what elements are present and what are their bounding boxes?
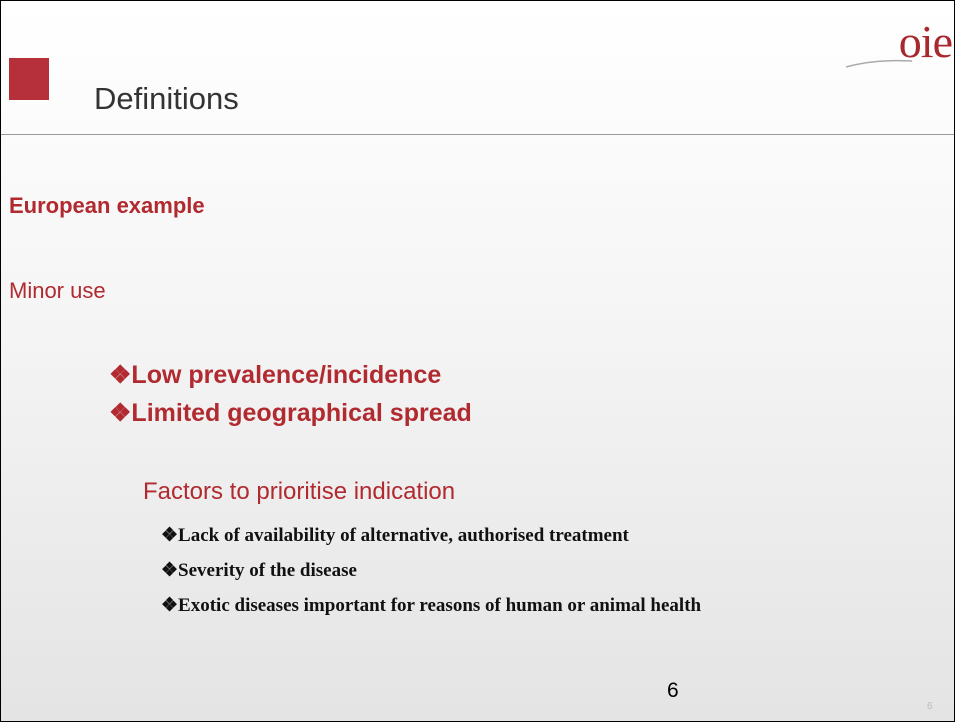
divider xyxy=(1,134,954,135)
subheading: Minor use xyxy=(9,278,106,303)
slide-title: Definitions xyxy=(94,81,239,116)
heading: European example xyxy=(9,193,205,218)
factor: Exotic diseases important for reasons of… xyxy=(161,593,875,618)
criterion: Low prevalence/incidence xyxy=(109,360,441,390)
slide-number: 6 xyxy=(927,701,933,712)
logo: oie xyxy=(898,16,953,67)
logo-swoosh xyxy=(845,59,913,68)
factor: Severity of the disease xyxy=(161,558,875,583)
page-number: 6 xyxy=(667,679,679,702)
accent-square xyxy=(9,58,49,100)
factor: Lack of availability of alternative, aut… xyxy=(161,523,875,548)
criterion: Limited geographical spread xyxy=(109,398,471,428)
factors-title: Factors to prioritise indication xyxy=(143,478,456,505)
